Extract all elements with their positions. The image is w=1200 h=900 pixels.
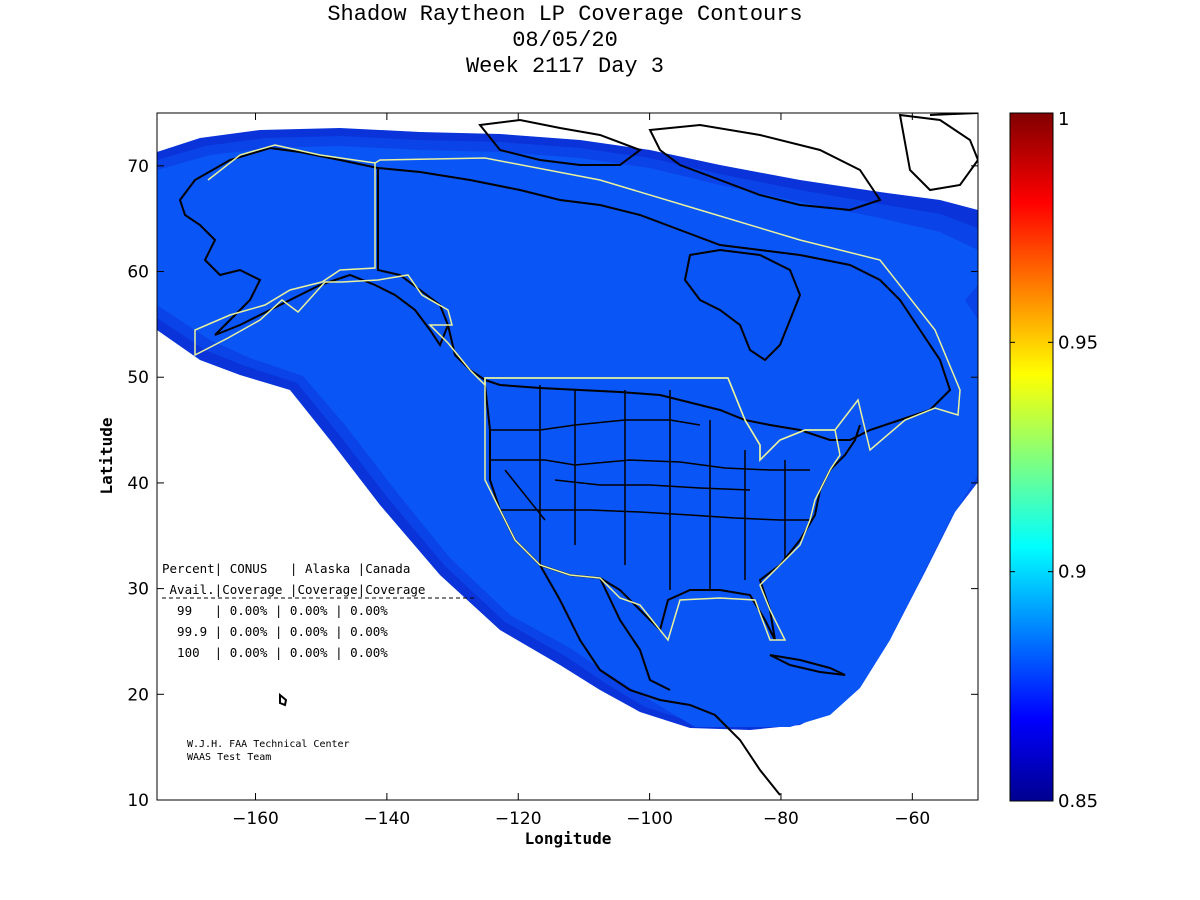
x-tick-label: −140 xyxy=(364,809,411,829)
x-tick-label: −60 xyxy=(894,809,930,829)
chart-week-day: Week 2117 Day 3 xyxy=(465,54,665,79)
x-tick-label: −80 xyxy=(763,809,799,829)
x-tick-label: −100 xyxy=(626,809,673,829)
x-axis-label: Longitude xyxy=(525,829,612,848)
y-tick-label: 10 xyxy=(127,791,149,811)
credit-line-1: W.J.H. FAA Technical Center xyxy=(187,739,350,750)
coverage-stats-table: Percent| CONUS | Alaska |Canada Avail.|C… xyxy=(162,561,475,660)
credit-line-2: WAAS Test Team xyxy=(187,752,271,763)
service-region-outlines xyxy=(194,144,961,642)
colorbar-tick-label: 0.85 xyxy=(1058,791,1098,812)
x-axis-ticks: −160 −140 −120 −100 −80 −60 xyxy=(232,113,930,829)
stats-header-row-2: Avail.|Coverage |Coverage|Coverage xyxy=(162,582,425,597)
stats-row: 99 | 0.00% | 0.00% | 0.00% xyxy=(162,603,388,618)
chart-title: Shadow Raytheon LP Coverage Contours xyxy=(327,2,803,27)
chart-date: 08/05/20 xyxy=(512,28,618,53)
stats-header-row-1: Percent| CONUS | Alaska |Canada xyxy=(162,561,410,576)
coverage-main xyxy=(157,146,978,727)
y-tick-label: 70 xyxy=(127,157,149,177)
y-axis-label: Latitude xyxy=(97,417,116,494)
y-tick-label: 20 xyxy=(127,685,149,705)
x-tick-label: −160 xyxy=(232,809,279,829)
colorbar-tick-label: 0.9 xyxy=(1058,562,1087,583)
plot-frame xyxy=(156,112,979,801)
stats-row: 99.9 | 0.00% | 0.00% | 0.00% xyxy=(162,624,388,639)
colorbar-ticks: 0.85 0.9 0.95 1 xyxy=(1010,109,1098,812)
colorbar xyxy=(1009,112,1054,802)
y-tick-label: 30 xyxy=(127,580,149,600)
y-tick-label: 40 xyxy=(127,474,149,494)
state-borders xyxy=(490,385,810,590)
y-axis-ticks: 10 20 30 40 50 60 70 xyxy=(127,157,978,811)
stats-row: 100 | 0.00% | 0.00% | 0.00% xyxy=(162,645,388,660)
x-tick-label: −120 xyxy=(495,809,542,829)
colorbar-tick-label: 0.95 xyxy=(1058,332,1098,353)
colorbar-tick-label: 1 xyxy=(1058,109,1069,130)
y-tick-label: 50 xyxy=(127,368,149,388)
coastlines xyxy=(178,113,978,796)
y-tick-label: 60 xyxy=(127,263,149,283)
